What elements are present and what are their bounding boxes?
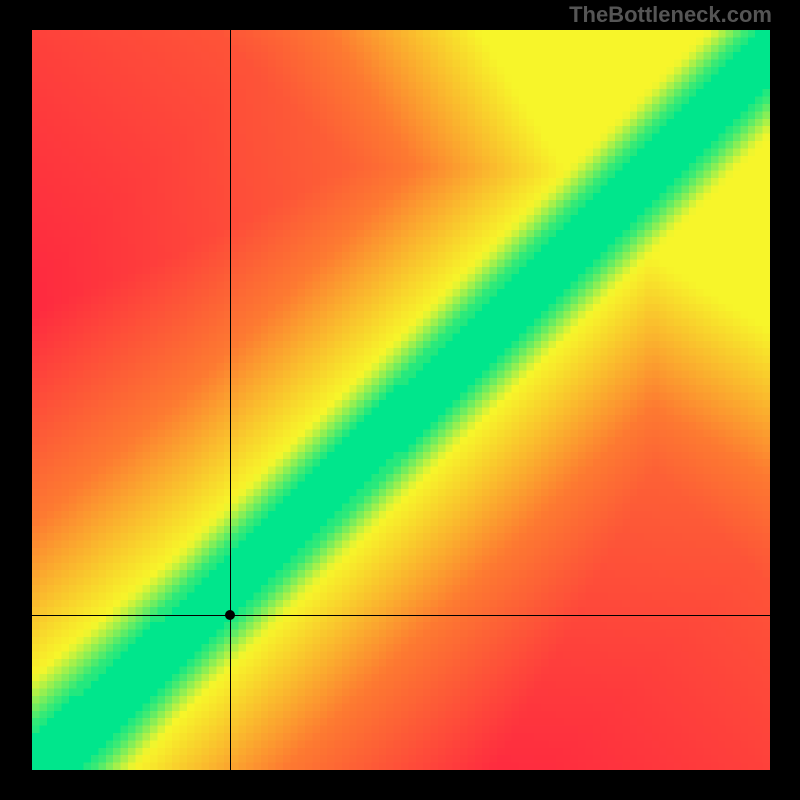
crosshair-dot [225,610,235,620]
attribution-text: TheBottleneck.com [569,2,772,28]
crosshair-vertical [230,30,231,770]
bottleneck-heatmap [32,30,770,770]
crosshair-horizontal [32,615,770,616]
chart-container: TheBottleneck.com [0,0,800,800]
